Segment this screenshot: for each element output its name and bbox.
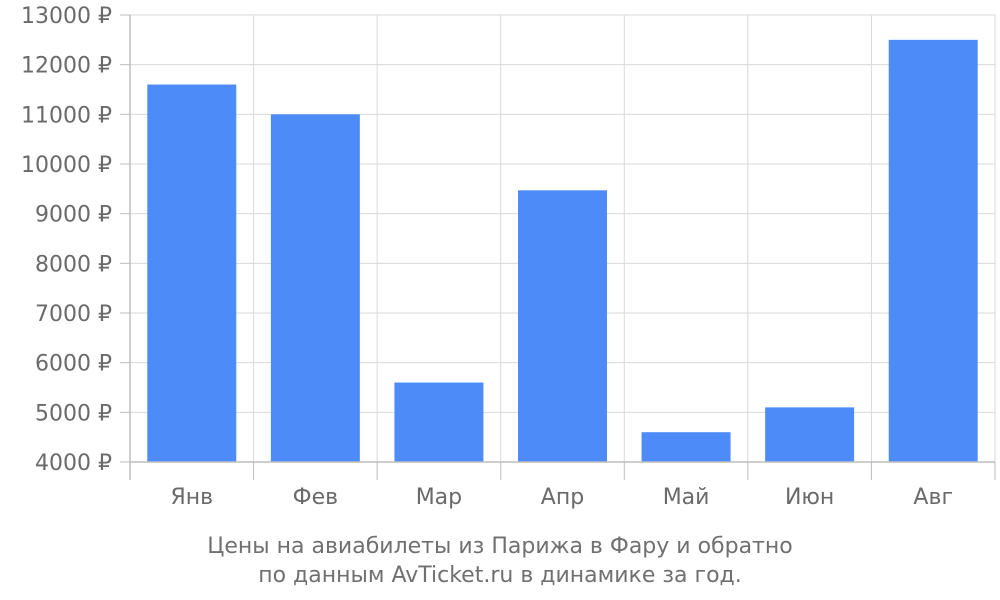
- x-tick-label: Янв: [170, 485, 213, 510]
- chart-caption-line-1: Цены на авиабилеты из Парижа в Фару и об…: [207, 534, 793, 559]
- x-tick-label: Июн: [785, 485, 834, 510]
- x-tick-label: Мар: [416, 485, 462, 510]
- bar: [641, 432, 731, 462]
- bars: [147, 39, 978, 463]
- x-axis-ticks: Янв Фев Мар Апр Май Июн Авг: [170, 485, 953, 510]
- bar: [147, 84, 237, 463]
- y-tick-label: 5000 ₽: [35, 401, 112, 426]
- y-tick-label: 13000 ₽: [21, 4, 112, 29]
- chart-caption-line-2: по данным AvTicket.ru в динамике за год.: [258, 563, 742, 588]
- x-tick-label: Май: [663, 485, 710, 510]
- y-tick-label: 7000 ₽: [35, 302, 112, 327]
- y-tick-label: 4000 ₽: [35, 451, 112, 476]
- bar: [888, 39, 978, 462]
- y-tick-label: 11000 ₽: [21, 103, 112, 128]
- bar: [518, 190, 607, 462]
- y-tick-label: 10000 ₽: [21, 153, 112, 178]
- x-tick-label: Апр: [541, 485, 584, 510]
- x-tick-label: Авг: [913, 485, 953, 510]
- bar: [394, 382, 484, 462]
- bar: [765, 407, 855, 462]
- y-axis-ticks: 4000 ₽ 5000 ₽ 6000 ₽ 7000 ₽ 8000 ₽ 9000 ₽ 1000…: [21, 4, 112, 476]
- y-tick-label: 12000 ₽: [21, 54, 112, 79]
- y-tick-label: 9000 ₽: [35, 203, 112, 228]
- bar-chart: 4000 ₽ 5000 ₽ 6000 ₽ 7000 ₽ 8000 ₽ 9000 ₽ 1000…: [21, 4, 996, 510]
- bar: [270, 114, 360, 462]
- axes: [120, 14, 996, 480]
- x-tick-label: Фев: [293, 485, 338, 510]
- y-tick-label: 6000 ₽: [35, 352, 112, 377]
- y-tick-label: 8000 ₽: [35, 252, 112, 277]
